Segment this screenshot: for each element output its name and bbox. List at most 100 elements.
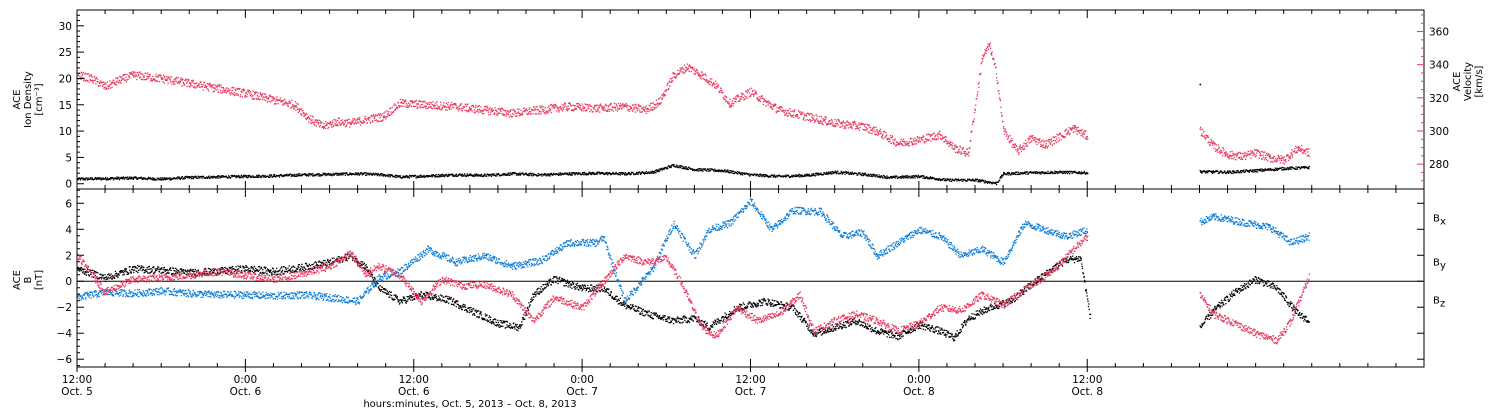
density-series-point bbox=[558, 172, 560, 174]
velocity-series-point bbox=[1239, 151, 1241, 154]
density-series-point bbox=[566, 172, 568, 174]
velocity-series-point bbox=[250, 93, 253, 96]
density-series-point bbox=[503, 174, 505, 176]
velocity-series-point bbox=[706, 78, 708, 81]
density-series-point bbox=[970, 179, 972, 181]
velocity-series-point bbox=[628, 105, 630, 107]
velocity-series-point bbox=[183, 84, 186, 86]
velocity-series-point bbox=[859, 124, 861, 126]
velocity-series-point bbox=[387, 111, 390, 113]
velocity-series-point bbox=[844, 122, 847, 124]
velocity-series-point bbox=[703, 78, 705, 80]
density-series-point bbox=[874, 176, 876, 178]
velocity-series-point bbox=[1297, 149, 1299, 151]
velocity-series-point bbox=[432, 101, 434, 103]
velocity-series-point bbox=[137, 75, 139, 78]
velocity-series-point bbox=[738, 96, 740, 98]
density-series-point bbox=[590, 173, 592, 176]
density-series-point bbox=[1256, 168, 1258, 171]
velocity-series-point bbox=[774, 104, 776, 106]
velocity-series-point bbox=[540, 113, 542, 115]
velocity-series-point bbox=[98, 82, 100, 84]
density-series-point bbox=[784, 176, 787, 178]
velocity-series-point bbox=[817, 120, 819, 122]
velocity-series-point bbox=[388, 115, 391, 117]
velocity-series-point bbox=[907, 143, 909, 145]
velocity-series-point bbox=[486, 105, 488, 108]
velocity-series-point bbox=[532, 113, 534, 115]
density-series-point bbox=[661, 167, 663, 169]
density-series-point bbox=[606, 171, 608, 174]
velocity-series-point bbox=[536, 105, 538, 108]
density-series-point bbox=[805, 173, 807, 175]
velocity-series-point bbox=[910, 141, 913, 143]
velocity-series-point bbox=[207, 88, 209, 90]
velocity-series-point bbox=[371, 120, 374, 122]
velocity-series-point bbox=[528, 112, 530, 114]
density-series-point bbox=[940, 179, 942, 182]
velocity-series-point bbox=[746, 97, 748, 99]
velocity-series-point bbox=[959, 145, 961, 147]
velocity-series-point bbox=[1291, 156, 1293, 158]
velocity-series-point bbox=[775, 111, 777, 113]
velocity-series-point bbox=[116, 80, 118, 82]
velocity-series-point bbox=[915, 139, 917, 141]
density-series-point bbox=[1244, 170, 1247, 173]
velocity-series-point bbox=[1260, 155, 1262, 157]
velocity-series-point bbox=[1231, 155, 1234, 157]
density-series-point bbox=[977, 179, 979, 181]
velocity-series-point bbox=[694, 73, 696, 76]
velocity-series-point bbox=[1219, 150, 1221, 153]
density-series-point bbox=[372, 172, 375, 174]
velocity-series-point bbox=[711, 78, 713, 80]
density-series-point bbox=[700, 169, 703, 172]
velocity-series-point bbox=[963, 152, 965, 154]
velocity-series-point bbox=[583, 107, 585, 110]
density-series-point bbox=[859, 172, 861, 174]
velocity-series-point bbox=[1041, 145, 1043, 147]
density-series-point bbox=[772, 174, 774, 176]
velocity-series-point bbox=[345, 126, 347, 128]
velocity-series-point bbox=[981, 57, 983, 60]
velocity-series-point bbox=[937, 138, 940, 140]
velocity-series-point bbox=[857, 124, 859, 126]
density-series-point bbox=[318, 173, 320, 175]
velocity-series-point bbox=[303, 115, 305, 117]
density-series-point bbox=[609, 172, 611, 175]
velocity-series-point bbox=[865, 123, 867, 125]
velocity-series-point bbox=[648, 110, 650, 113]
density-series-point bbox=[756, 173, 759, 176]
density-series-point bbox=[913, 175, 916, 177]
velocity-series-point bbox=[182, 81, 184, 84]
velocity-series-point bbox=[758, 100, 761, 102]
velocity-series-point bbox=[1213, 142, 1215, 144]
density-series-point bbox=[799, 174, 801, 176]
density-series-point bbox=[894, 177, 896, 179]
velocity-series-point bbox=[704, 73, 707, 75]
density-series-point bbox=[720, 169, 723, 171]
density-series-point bbox=[101, 177, 103, 179]
velocity-series-point bbox=[434, 102, 437, 104]
velocity-series-point bbox=[323, 127, 325, 129]
velocity-series-point bbox=[457, 106, 459, 108]
density-series-point bbox=[591, 171, 593, 174]
velocity-series-point bbox=[1075, 130, 1077, 132]
density-series-point bbox=[170, 177, 172, 179]
velocity-series-point bbox=[655, 99, 658, 101]
velocity-series-point bbox=[723, 96, 725, 99]
velocity-series-point bbox=[1227, 153, 1229, 155]
velocity-series-point bbox=[609, 108, 611, 110]
density-series-point bbox=[83, 178, 86, 180]
velocity-series-point bbox=[771, 108, 773, 110]
velocity-series-point bbox=[381, 120, 383, 122]
density-series-point bbox=[817, 174, 820, 176]
velocity-series-point bbox=[411, 100, 414, 102]
velocity-series-point bbox=[1260, 151, 1262, 153]
density-series-point bbox=[1223, 172, 1225, 174]
velocity-series-point bbox=[867, 124, 870, 127]
density-series-point bbox=[408, 177, 410, 179]
density-series-point bbox=[268, 176, 270, 178]
velocity-series-point bbox=[358, 118, 360, 120]
density-series-point bbox=[359, 173, 361, 175]
velocity-series-point bbox=[581, 110, 583, 112]
